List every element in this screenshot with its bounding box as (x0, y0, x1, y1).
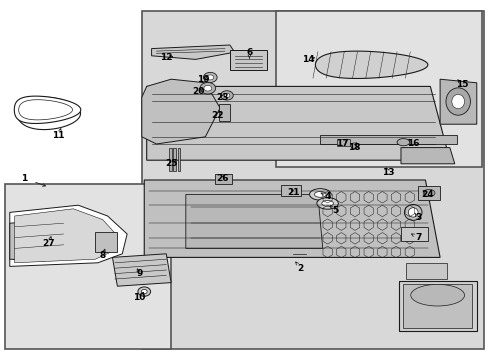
Ellipse shape (316, 198, 338, 209)
Text: 23: 23 (216, 93, 228, 102)
Polygon shape (112, 254, 171, 286)
Polygon shape (146, 86, 449, 160)
Ellipse shape (224, 93, 229, 98)
Ellipse shape (206, 75, 213, 80)
Ellipse shape (404, 204, 421, 220)
Polygon shape (151, 45, 234, 59)
Text: 4: 4 (324, 192, 330, 201)
Polygon shape (142, 79, 220, 144)
Text: 7: 7 (414, 233, 421, 242)
Text: 3: 3 (414, 213, 420, 222)
Ellipse shape (321, 201, 333, 206)
Ellipse shape (410, 284, 464, 306)
Bar (177, 148, 180, 171)
Text: 20: 20 (191, 87, 204, 96)
Text: 18: 18 (347, 143, 360, 152)
Bar (400, 227, 427, 241)
Text: 9: 9 (136, 269, 142, 278)
Polygon shape (19, 100, 72, 120)
Ellipse shape (422, 189, 434, 197)
Bar (320, 135, 456, 144)
Bar (417, 186, 439, 200)
Text: 2: 2 (297, 264, 303, 273)
Ellipse shape (396, 139, 409, 146)
Bar (5, 184, 171, 349)
Polygon shape (398, 281, 476, 331)
Bar (215, 174, 232, 184)
Ellipse shape (309, 189, 330, 200)
Ellipse shape (220, 91, 233, 100)
Bar (95, 232, 117, 252)
Ellipse shape (203, 72, 217, 82)
Text: 13: 13 (382, 168, 394, 177)
Polygon shape (185, 194, 322, 248)
Text: 12: 12 (160, 53, 172, 62)
Polygon shape (315, 51, 427, 78)
Bar (281, 185, 300, 196)
Polygon shape (400, 148, 454, 164)
Bar (0, 0, 142, 360)
Ellipse shape (200, 82, 215, 94)
Bar (403, 284, 471, 328)
Polygon shape (14, 96, 81, 123)
Text: 22: 22 (211, 111, 224, 120)
Ellipse shape (451, 94, 464, 109)
Text: 24: 24 (421, 190, 433, 199)
Ellipse shape (445, 88, 469, 115)
Polygon shape (10, 205, 127, 266)
Ellipse shape (141, 289, 147, 294)
Polygon shape (439, 79, 476, 124)
Bar (229, 50, 266, 70)
Bar (405, 263, 447, 279)
Text: 17: 17 (335, 139, 348, 148)
Text: 8: 8 (100, 251, 105, 260)
Text: 14: 14 (301, 55, 314, 64)
Ellipse shape (138, 287, 150, 296)
Polygon shape (144, 180, 439, 257)
Bar (219, 104, 229, 121)
Ellipse shape (314, 192, 325, 197)
Text: 5: 5 (331, 206, 337, 215)
Bar (173, 148, 176, 171)
Bar (337, 139, 349, 146)
Text: 1: 1 (21, 174, 27, 183)
Bar (142, 11, 483, 349)
Text: 10: 10 (133, 292, 145, 302)
Polygon shape (10, 220, 78, 261)
Text: 21: 21 (286, 188, 299, 197)
Polygon shape (15, 209, 117, 263)
Bar (168, 148, 171, 171)
Text: 26: 26 (216, 174, 228, 183)
Text: 11: 11 (52, 130, 65, 139)
Bar (276, 11, 481, 167)
Polygon shape (17, 97, 81, 130)
Text: 6: 6 (246, 48, 252, 57)
Text: 25: 25 (164, 159, 177, 168)
Text: 15: 15 (455, 80, 468, 89)
Ellipse shape (203, 85, 211, 91)
Ellipse shape (350, 143, 358, 149)
Ellipse shape (407, 208, 417, 217)
Text: 19: 19 (196, 75, 209, 84)
Text: 16: 16 (406, 139, 419, 148)
Text: 27: 27 (42, 238, 55, 248)
